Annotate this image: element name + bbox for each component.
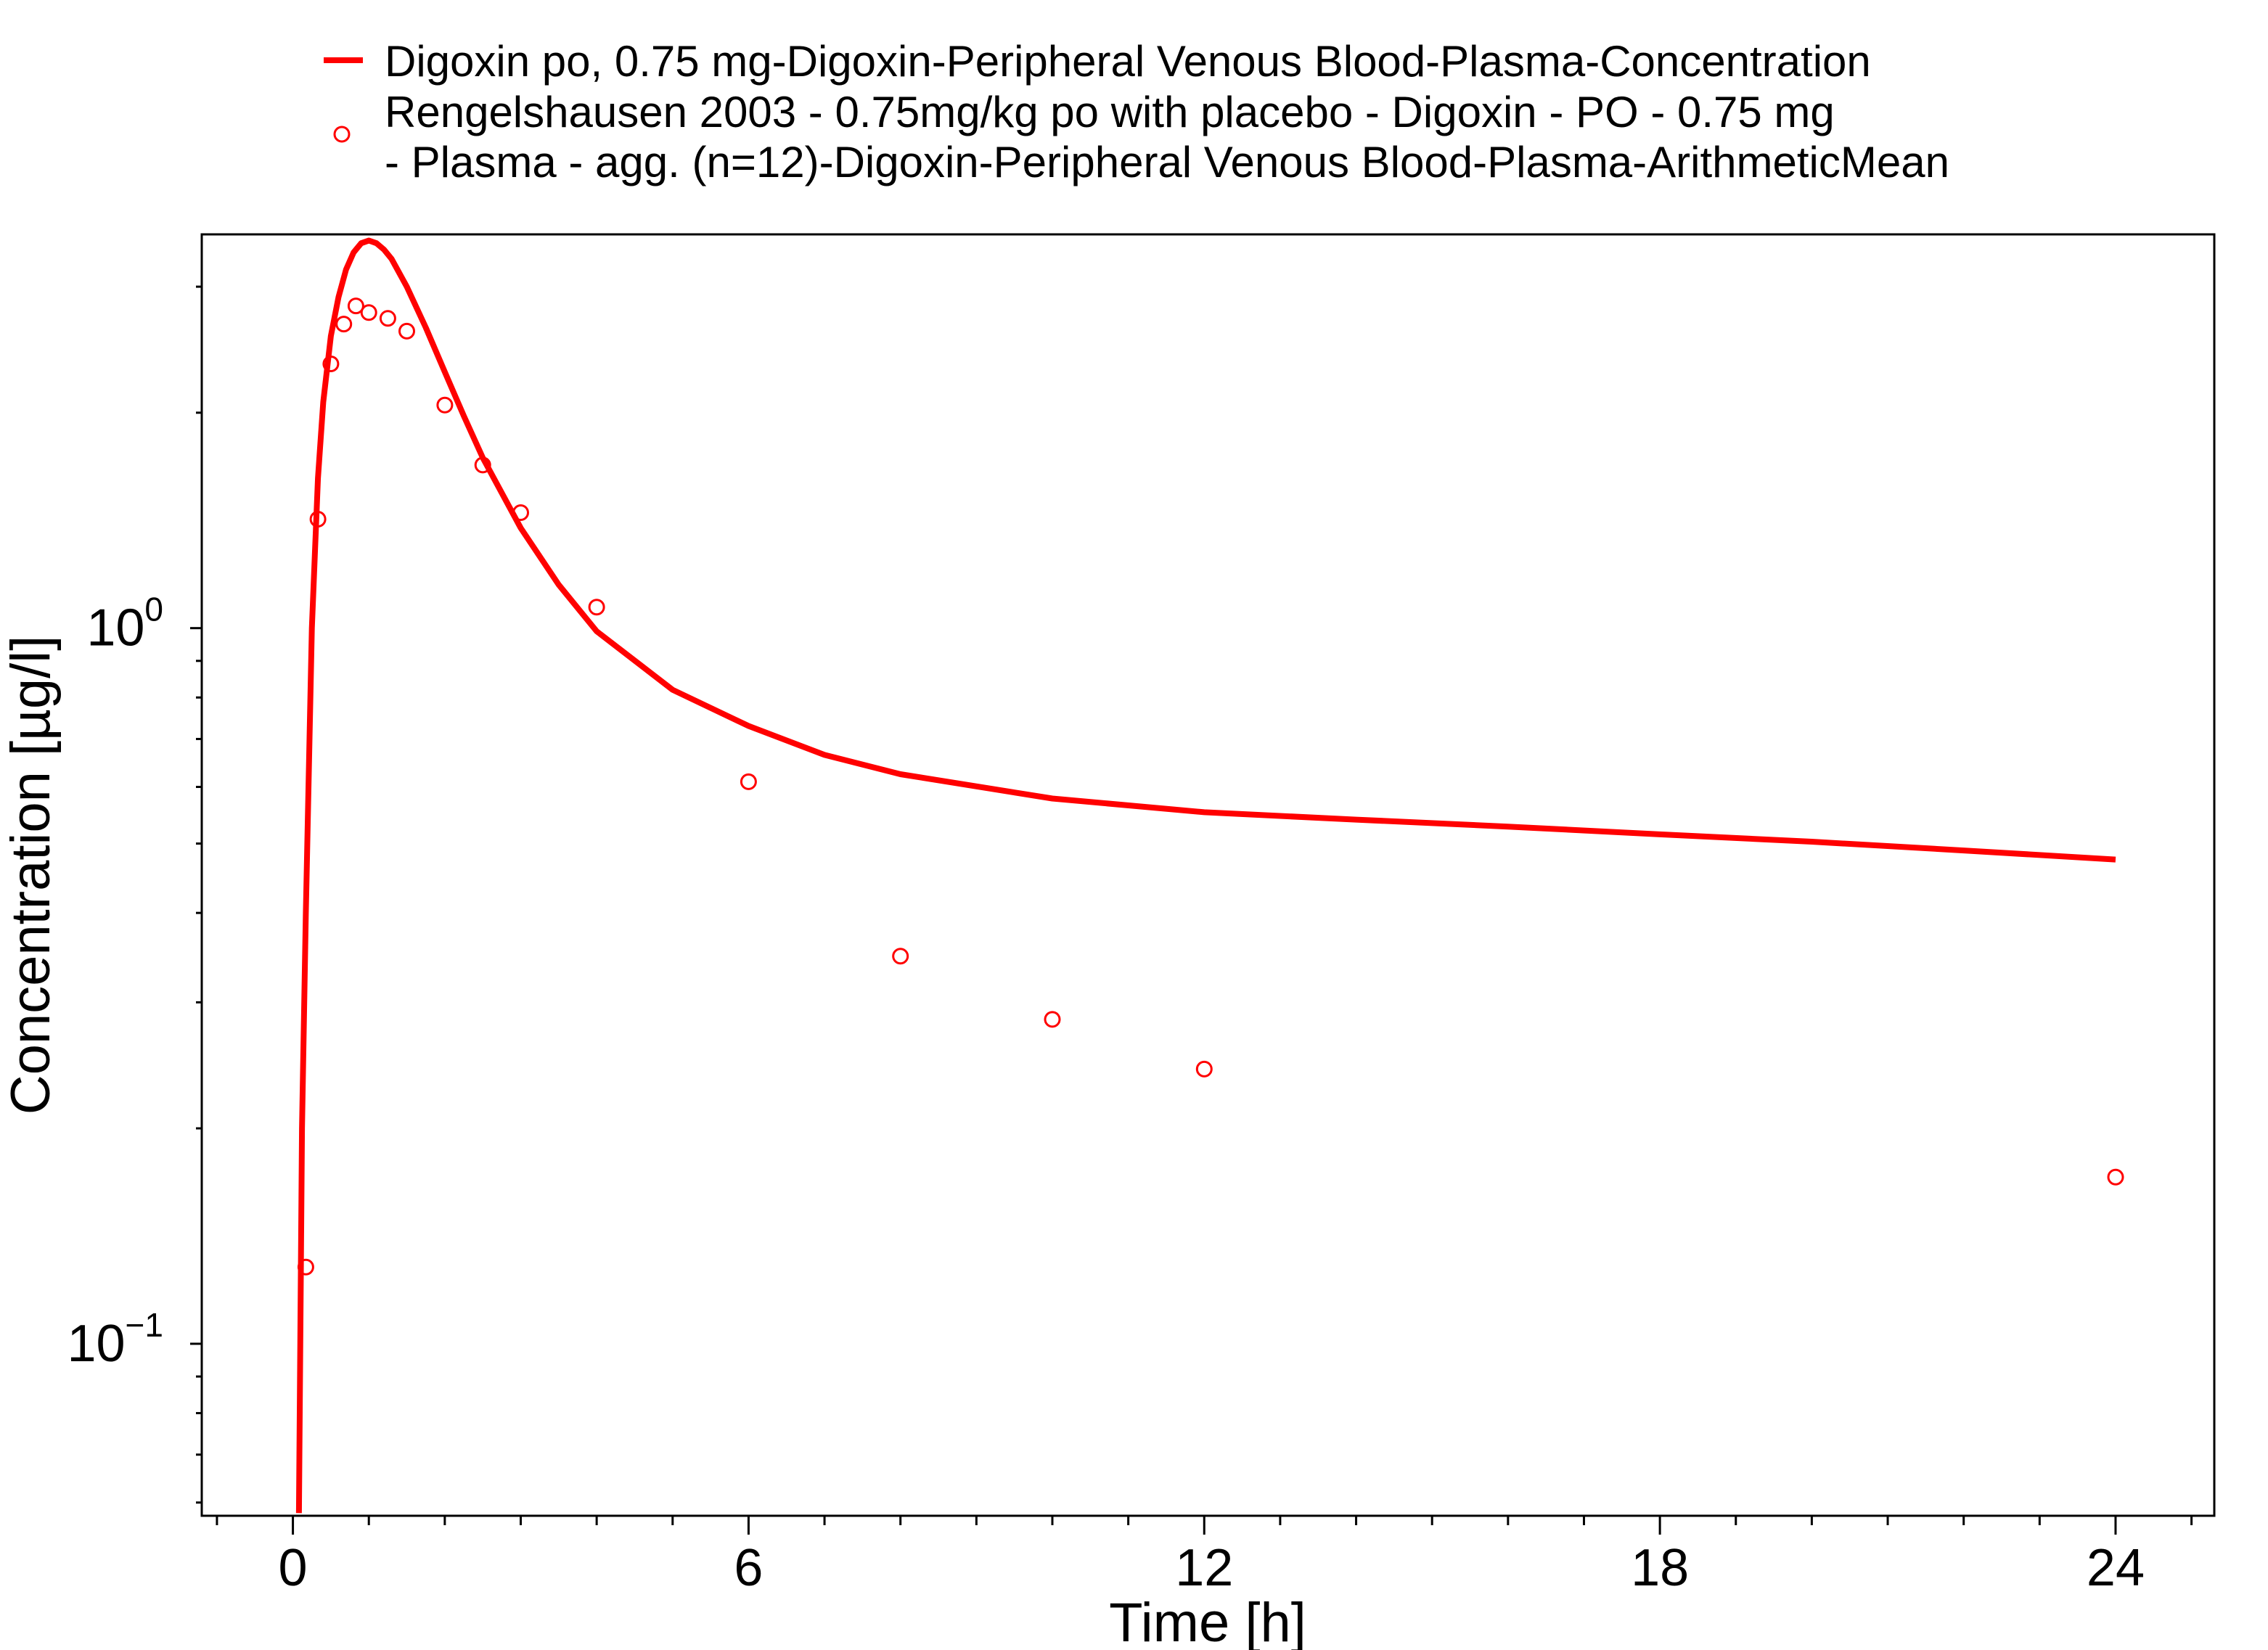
plot-area-frame: [200, 233, 2216, 1517]
data-layer: [295, 237, 2124, 1514]
x-tick-label: 6: [734, 1539, 763, 1597]
data-point-observed: [347, 297, 364, 315]
y-tick-exponent: 0: [144, 591, 163, 628]
y-tick-label: 10−1: [67, 1306, 163, 1373]
data-point-observed: [297, 1258, 314, 1276]
data-point-observed: [360, 304, 377, 321]
y-tick-base: 10: [86, 599, 144, 657]
data-point-observed: [740, 773, 757, 790]
y-tick-exponent: −1: [126, 1306, 163, 1344]
x-tick-label: 18: [1631, 1539, 1689, 1597]
data-point-observed: [892, 948, 909, 965]
series-line-simulation: [295, 237, 2116, 1514]
data-point-observed: [2107, 1168, 2124, 1186]
x-tick-label: 12: [1175, 1539, 1233, 1597]
data-point-observed: [398, 322, 415, 340]
data-point-observed: [436, 396, 454, 414]
legend-entry-simulation: Digoxin po, 0.75 mg-Digoxin-Peripheral V…: [385, 37, 1871, 86]
x-axis-label: Time [h]: [1109, 1592, 1306, 1650]
x-axis: 0 6 12 18 24: [216, 1516, 2193, 1597]
data-point-observed: [512, 504, 529, 521]
y-tick-label: 100: [86, 591, 163, 657]
data-point-observed: [309, 511, 327, 528]
data-point-observed: [1044, 1011, 1061, 1028]
legend-entry-observed: Rengelshausen 2003 - 0.75mg/kg po with p…: [385, 88, 1949, 186]
data-point-observed: [474, 456, 491, 474]
legend-marker-swatch: [333, 126, 351, 143]
x-tick-label: 24: [2087, 1539, 2145, 1597]
x-tick-label: 0: [279, 1539, 308, 1597]
y-axis-label: Concentration [µg/l]: [0, 636, 62, 1115]
y-tick-base: 10: [67, 1315, 125, 1373]
data-point-observed: [379, 310, 396, 327]
data-point-observed: [322, 356, 340, 372]
data-point-observed: [1195, 1060, 1213, 1078]
legend: Digoxin po, 0.75 mg-Digoxin-Peripheral V…: [324, 37, 1949, 186]
data-point-observed: [588, 599, 605, 616]
data-point-observed: [335, 316, 353, 333]
